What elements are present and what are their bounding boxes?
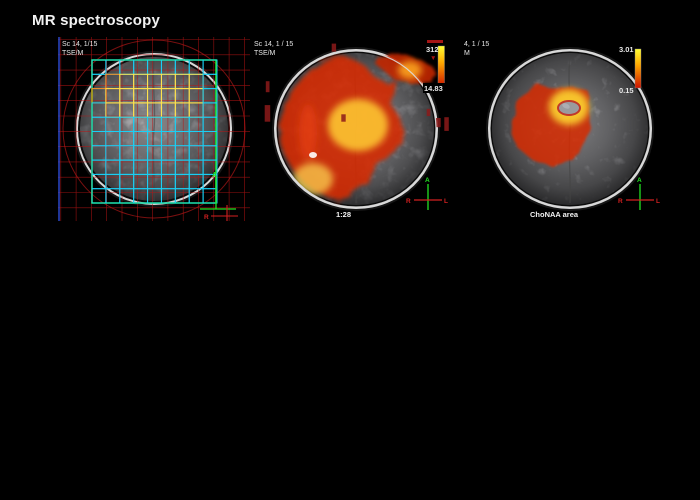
svg-text:R: R <box>618 198 623 205</box>
svg-text:L: L <box>444 198 448 205</box>
svg-text:A: A <box>425 177 430 184</box>
svg-text:L: L <box>656 198 660 205</box>
svg-text:R: R <box>204 214 209 221</box>
svg-text:0.15: 0.15 <box>619 86 634 95</box>
svg-text:▼: ▼ <box>430 55 436 62</box>
svg-text:Sc 14, 1 / 15: Sc 14, 1 / 15 <box>254 41 293 48</box>
svg-text:A: A <box>212 172 217 179</box>
svg-text:ChoNAA area: ChoNAA area <box>530 210 579 219</box>
svg-text:14.83: 14.83 <box>424 84 443 93</box>
svg-text:3.01: 3.01 <box>619 45 634 54</box>
svg-text:312: 312 <box>426 45 439 54</box>
svg-text:TSE/M: TSE/M <box>62 50 84 57</box>
svg-text:M: M <box>464 50 470 57</box>
svg-text:TSE/M: TSE/M <box>254 50 276 57</box>
svg-text:R: R <box>406 198 411 205</box>
svg-text:1:28: 1:28 <box>336 210 351 219</box>
svg-text:A: A <box>637 177 642 184</box>
svg-text:4, 1 / 15: 4, 1 / 15 <box>464 41 489 48</box>
svg-text:Sc 14, 1/15: Sc 14, 1/15 <box>62 41 98 48</box>
